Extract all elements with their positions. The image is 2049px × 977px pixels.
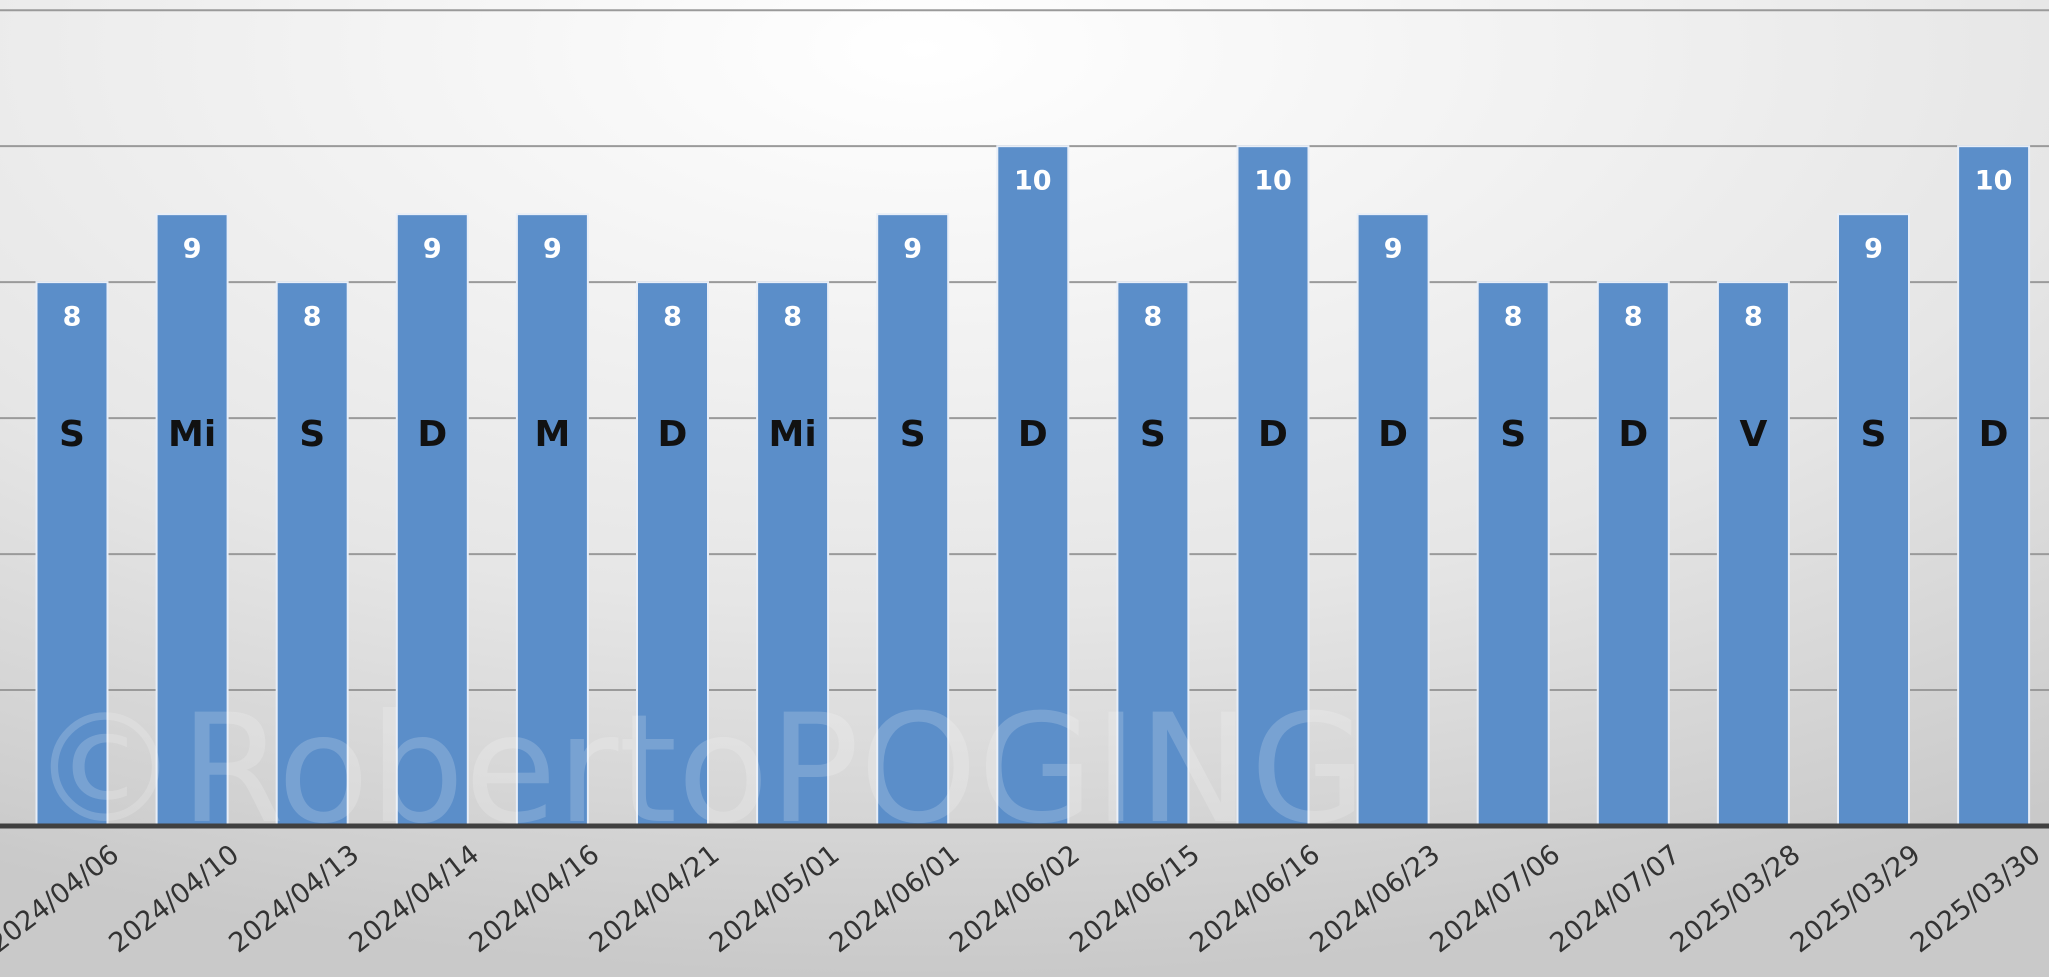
bar-label: D — [1018, 414, 1048, 455]
value-label: 8 — [783, 302, 802, 333]
bar-label: D — [1618, 414, 1648, 455]
bar-label: S — [900, 414, 926, 455]
bar-label: D — [1979, 414, 2009, 455]
bar-label: D — [658, 414, 688, 455]
bar-label: V — [1739, 414, 1767, 455]
value-label: 8 — [63, 302, 82, 333]
bar-label: D — [1378, 414, 1408, 455]
bar-label: S — [1140, 414, 1166, 455]
bar — [35, 281, 109, 827]
bar — [1837, 213, 1910, 828]
value-label: 9 — [183, 234, 202, 265]
value-label: 9 — [1384, 234, 1403, 265]
bar-label: M — [534, 414, 570, 455]
value-label: 8 — [1504, 302, 1523, 333]
bar — [636, 281, 709, 827]
bar-label: Mi — [168, 414, 216, 455]
value-label: 8 — [1624, 302, 1643, 333]
bar — [996, 145, 1070, 827]
value-label: 8 — [663, 302, 682, 333]
bar — [1957, 145, 2031, 827]
value-label: 10 — [1014, 166, 1052, 197]
value-label: 9 — [903, 234, 922, 265]
bar — [1596, 281, 1670, 827]
bar-label: D — [417, 414, 447, 455]
bar-label: D — [1258, 414, 1288, 455]
bar-label: S — [59, 414, 85, 455]
value-label: 8 — [1744, 302, 1763, 333]
bar-label: S — [1500, 414, 1526, 455]
value-label: 8 — [1144, 302, 1163, 333]
bar — [1716, 281, 1790, 827]
bar — [876, 213, 950, 828]
watermark: ©RobertoPOGING — [30, 683, 1366, 857]
bar — [1476, 281, 1550, 827]
bar — [756, 281, 830, 827]
bar — [395, 213, 469, 828]
bar-label: Mi — [769, 414, 817, 455]
bar — [515, 213, 589, 828]
value-label: 10 — [1254, 166, 1292, 197]
value-label: 10 — [1975, 166, 2013, 197]
bar-label: S — [1861, 414, 1887, 455]
bar — [1356, 213, 1430, 828]
bar — [1116, 281, 1190, 827]
value-label: 9 — [543, 234, 562, 265]
bar-label: S — [299, 414, 325, 455]
value-label: 8 — [303, 302, 322, 333]
value-label: 9 — [423, 234, 442, 265]
value-label: 9 — [1864, 234, 1883, 265]
